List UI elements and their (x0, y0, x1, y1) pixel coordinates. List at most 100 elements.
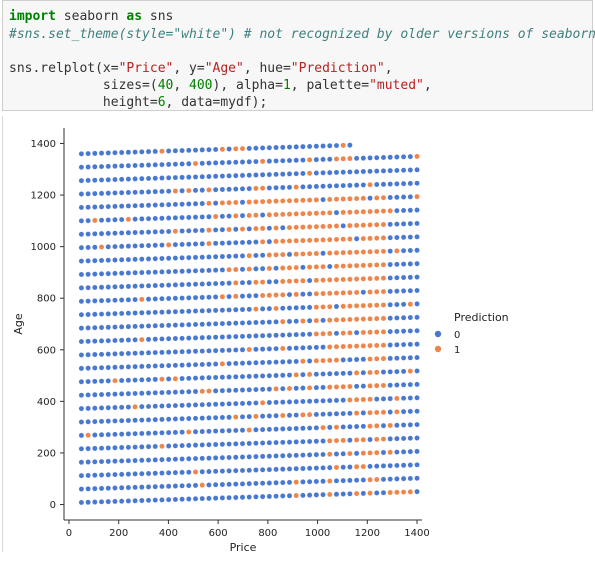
data-point (239, 320, 246, 326)
data-point (152, 322, 158, 329)
data-point (273, 238, 279, 245)
data-point (125, 149, 132, 156)
data-point (306, 492, 313, 498)
data-point (239, 145, 246, 152)
data-point (367, 409, 373, 416)
data-point (246, 252, 252, 259)
data-point (394, 248, 400, 254)
data-point (259, 493, 266, 500)
data-point (172, 469, 179, 476)
data-point (259, 239, 266, 245)
data-point (85, 217, 91, 224)
data-point (98, 230, 105, 237)
data-point (165, 335, 172, 342)
data-point (380, 181, 387, 188)
data-point (159, 336, 165, 342)
data-point (347, 343, 353, 350)
data-point (159, 161, 165, 168)
data-point (259, 440, 266, 446)
data-point (353, 329, 360, 336)
data-point (85, 244, 91, 251)
data-point (313, 492, 320, 498)
data-point (387, 288, 393, 295)
data-point (414, 475, 420, 481)
data-point (125, 404, 132, 410)
data-point (400, 355, 407, 361)
data-point (320, 290, 326, 297)
data-point (118, 216, 125, 223)
data-point (98, 284, 105, 290)
y-axis-label: Age (12, 313, 25, 335)
legend-marker (434, 330, 442, 338)
y-tick-label: 0 (50, 500, 56, 511)
data-point (85, 284, 91, 291)
data-point (132, 390, 138, 397)
data-point (387, 315, 393, 321)
data-point (373, 221, 380, 228)
data-point (293, 398, 299, 405)
data-point (407, 194, 414, 200)
data-point (179, 375, 185, 382)
data-point (253, 279, 259, 286)
data-point (327, 384, 333, 390)
data-point (92, 244, 98, 250)
data-point (239, 199, 246, 205)
data-point (253, 225, 259, 232)
data-point (233, 454, 239, 460)
data-point (380, 154, 387, 161)
y-tick-label: 800 (37, 294, 56, 305)
data-point (387, 382, 393, 388)
data-point (233, 239, 239, 246)
data-point (206, 173, 212, 180)
data-point (360, 477, 367, 483)
data-point (286, 412, 293, 419)
data-point (387, 181, 393, 187)
data-point (226, 226, 232, 233)
code-line-3: sns.relplot(x="Price", y="Age", hue="Pre… (9, 61, 393, 76)
data-point (300, 304, 306, 311)
data-point (98, 378, 105, 384)
data-point (320, 183, 326, 189)
data-point (132, 417, 138, 424)
data-point (145, 323, 152, 329)
data-point (125, 431, 132, 437)
data-point (118, 257, 125, 263)
data-point (199, 348, 205, 354)
data-point (226, 266, 232, 273)
data-point (132, 363, 138, 370)
data-point (118, 458, 125, 464)
x-tick-label: 600 (209, 528, 228, 539)
data-point (219, 401, 226, 407)
data-point (219, 468, 226, 474)
data-point (118, 471, 125, 478)
data-point (199, 160, 205, 167)
data-point (112, 176, 118, 183)
data-point (165, 376, 172, 382)
data-point (273, 412, 279, 419)
data-point (179, 161, 185, 167)
data-point (192, 294, 199, 301)
data-point (98, 351, 105, 358)
data-point (273, 359, 279, 365)
data-point (340, 424, 346, 430)
data-point (300, 170, 306, 177)
x-tick-label: 0 (66, 528, 72, 539)
data-point (400, 194, 407, 200)
data-point (239, 226, 246, 232)
data-point (360, 289, 367, 295)
data-point (98, 244, 105, 250)
data-point (367, 275, 373, 282)
data-point (92, 177, 98, 183)
data-point (206, 307, 212, 314)
data-point (139, 175, 145, 182)
data-point (253, 467, 259, 473)
data-point (340, 169, 346, 175)
data-point (125, 189, 132, 196)
data-point (105, 337, 112, 344)
data-point (152, 403, 158, 409)
data-point (306, 291, 313, 297)
data-point (327, 277, 333, 283)
data-point (112, 243, 118, 250)
data-point (320, 170, 326, 176)
code-cell[interactable]: import seaborn as sns #sns.set_theme(sty… (2, 0, 595, 111)
